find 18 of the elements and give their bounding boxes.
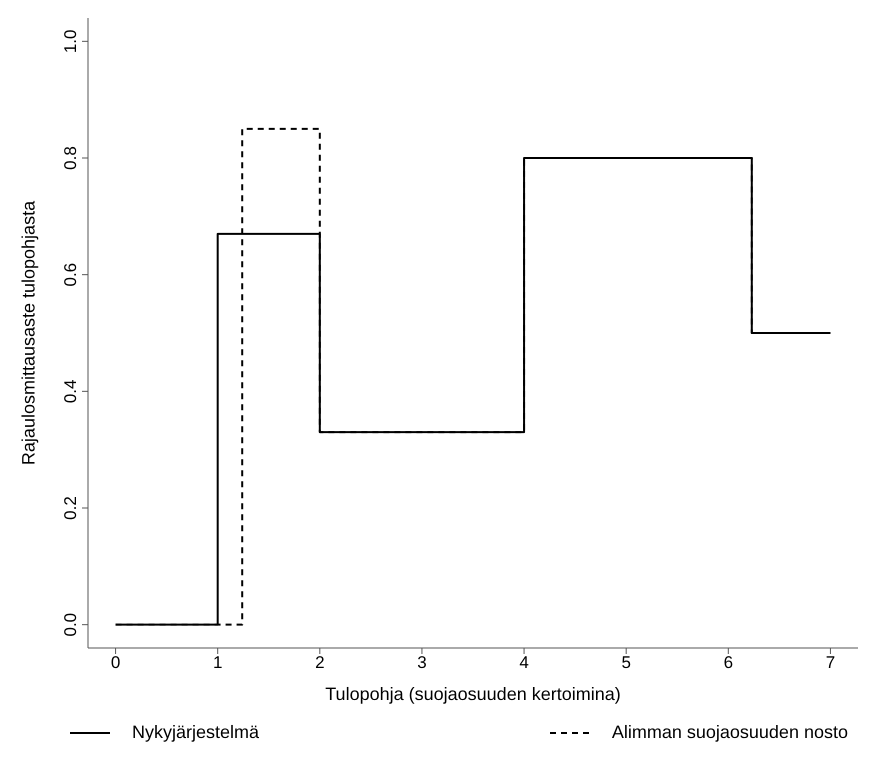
y-tick-label: 0.0	[61, 612, 80, 636]
y-tick-label: 0.4	[61, 380, 80, 404]
legend-label: Nykyjärjestelmä	[132, 722, 260, 743]
legend-label: Alimman suojaosuuden nosto	[612, 722, 848, 743]
x-tick-label: 2	[315, 653, 325, 672]
x-tick-label: 0	[110, 653, 120, 672]
y-axis-title: Rajaulosmittausaste tulopohjasta	[18, 200, 38, 466]
x-tick-label: 3	[417, 653, 427, 672]
x-tick-label: 5	[621, 653, 631, 672]
x-tick-label: 6	[724, 653, 734, 672]
x-tick-label: 1	[212, 653, 222, 672]
y-tick-label: 0.8	[61, 146, 80, 170]
x-tick-label: 4	[519, 653, 529, 672]
x-tick-label: 7	[826, 653, 836, 672]
y-tick-label: 0.6	[61, 262, 80, 286]
x-axis-title: Tulopohja (suojaosuuden kertoimina)	[325, 684, 621, 704]
y-tick-label: 1.0	[61, 30, 80, 54]
y-tick-label: 0.2	[61, 496, 80, 520]
